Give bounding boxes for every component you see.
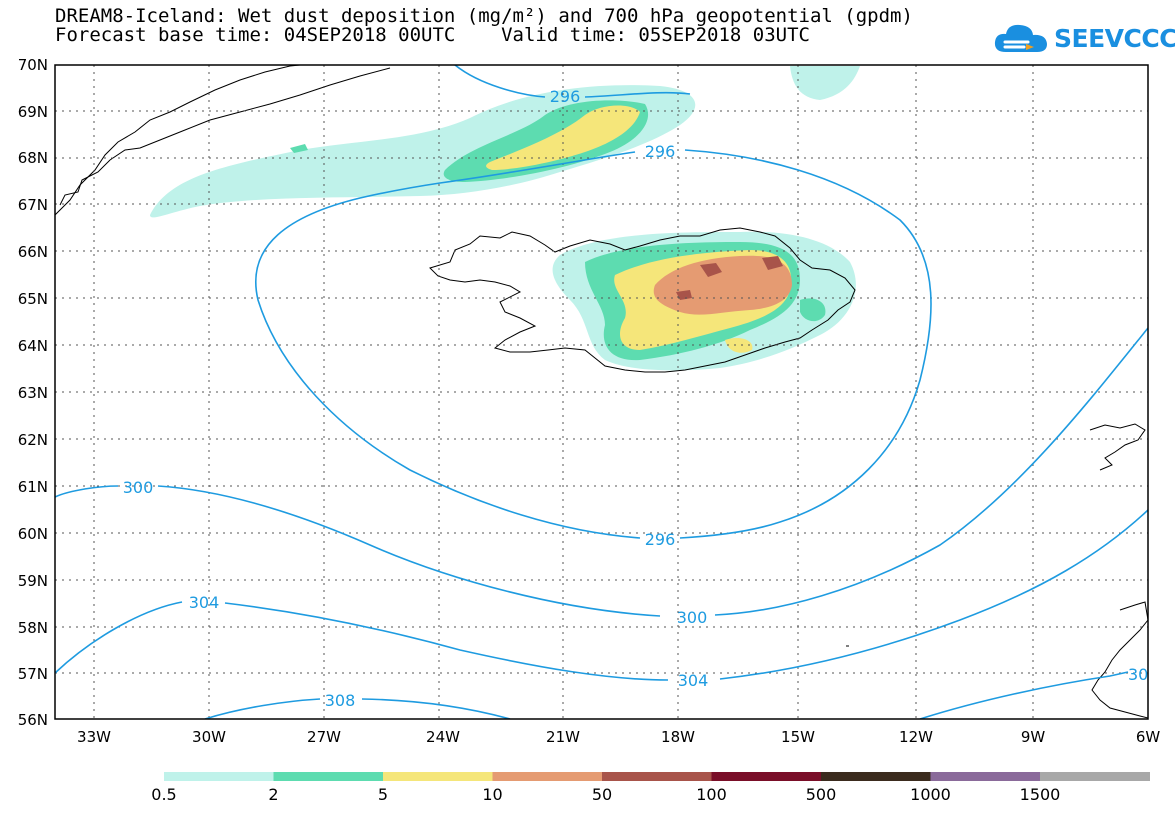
- iceland-coast: [429, 227, 856, 373]
- cloud-icon: [994, 24, 1047, 52]
- lat-label: 70N: [18, 56, 48, 74]
- legend-swatch: [492, 772, 603, 781]
- legend-swatch: [821, 772, 931, 781]
- legend-label: 2: [268, 785, 278, 804]
- legend-swatch: [930, 772, 1041, 781]
- lon-label: 24W: [426, 728, 460, 746]
- dust-area-small: [290, 144, 308, 153]
- seevccc-logo: SEEVCCC: [992, 18, 1175, 58]
- lat-label: 64N: [18, 337, 48, 355]
- contour-label-308: 308: [325, 691, 356, 710]
- map-frame: [54, 64, 1149, 720]
- legend-swatch: [602, 772, 712, 781]
- contour-304: [55, 509, 1148, 681]
- longitude-labels: 33W 30W 27W 24W 21W 18W 15W 12W 9W 6W: [77, 728, 1160, 746]
- graticule: [55, 65, 1148, 719]
- contour-300: [55, 327, 1148, 617]
- dust-area-east-patch: [800, 298, 826, 322]
- contour-label-304a: 304: [189, 593, 220, 612]
- lat-label: 62N: [18, 431, 48, 449]
- contour-label-304b: 304: [678, 671, 709, 690]
- lon-label: 18W: [661, 728, 695, 746]
- lon-label: 30W: [192, 728, 226, 746]
- legend-label: 0.5: [151, 785, 176, 804]
- legend-swatch: [164, 772, 274, 781]
- legend-label: 50: [592, 785, 612, 804]
- map-subtitle: Forecast base time: 04SEP2018 00UTC Vali…: [55, 24, 810, 46]
- lat-label: 66N: [18, 243, 48, 261]
- legend-swatch: [711, 772, 822, 781]
- lat-label: 69N: [18, 103, 48, 121]
- legend-label: 1000: [910, 785, 951, 804]
- lon-label: 27W: [307, 728, 341, 746]
- legend-label: 5: [378, 785, 388, 804]
- lon-label: 15W: [781, 728, 815, 746]
- legend-swatch: [383, 772, 493, 781]
- contour-label-30: 30: [1128, 665, 1148, 684]
- dust-area-south-patch: [725, 338, 753, 353]
- scotland-coast-1: [1089, 423, 1146, 471]
- contour-label-296b: 296: [645, 142, 676, 161]
- lat-label: 61N: [18, 478, 48, 496]
- contour-30x: [919, 671, 1129, 719]
- lon-label: 33W: [77, 728, 111, 746]
- geopotential-contours: [55, 65, 1148, 719]
- lat-label: 56N: [18, 711, 48, 729]
- legend-label: 1500: [1020, 785, 1061, 804]
- dust-area-plume-core: [486, 105, 640, 170]
- dust-deposition-layer: [150, 66, 860, 371]
- contour-label-group: 296 296 296 300 300 304 304 308 30: [123, 87, 1149, 710]
- map-title: DREAM8-Iceland: Wet dust deposition (mg/…: [55, 5, 913, 27]
- lat-label: 59N: [18, 572, 48, 590]
- contour-label-300b: 300: [677, 608, 708, 627]
- contour-308: [204, 698, 511, 719]
- legend-swatch: [273, 772, 384, 781]
- contour-label-300a: 300: [123, 478, 154, 497]
- contour-label-296c: 296: [645, 530, 676, 549]
- lat-label: 58N: [18, 619, 48, 637]
- lat-label: 63N: [18, 384, 48, 402]
- lat-label: 67N: [18, 196, 48, 214]
- lon-label: 21W: [546, 728, 580, 746]
- contour-296-ring: [255, 149, 932, 539]
- lat-label: 68N: [18, 149, 48, 167]
- lat-label: 65N: [18, 290, 48, 308]
- legend-label: 10: [482, 785, 502, 804]
- lon-label: 9W: [1021, 728, 1046, 746]
- contour-label-296a: 296: [550, 87, 581, 106]
- dust-area-iceland-brown2: [762, 256, 783, 270]
- color-legend: 0.5 2 5 10 50 100 500 1000 1500: [151, 772, 1150, 804]
- lon-label: 12W: [899, 728, 933, 746]
- lat-label: 60N: [18, 525, 48, 543]
- legend-swatch: [1040, 772, 1150, 781]
- latitude-labels: 70N 69N 68N 67N 66N 65N 64N 63N 62N 61N …: [18, 56, 48, 729]
- greenland-coast-2: [59, 67, 391, 206]
- lon-label: 6W: [1136, 728, 1161, 746]
- scotland-coast-2: [1091, 601, 1148, 719]
- dust-area-iceland-orange: [653, 255, 792, 315]
- greenland-coast: [55, 65, 301, 216]
- legend-label: 500: [806, 785, 837, 804]
- legend-label: 100: [696, 785, 727, 804]
- lat-label: 57N: [18, 665, 48, 683]
- logo-text: SEEVCCC: [1054, 23, 1175, 53]
- dust-area-plume-top: [790, 66, 860, 100]
- contour-296-north: [454, 65, 691, 98]
- coastlines: [55, 65, 1148, 719]
- dust-area-iceland-brown: [700, 263, 722, 277]
